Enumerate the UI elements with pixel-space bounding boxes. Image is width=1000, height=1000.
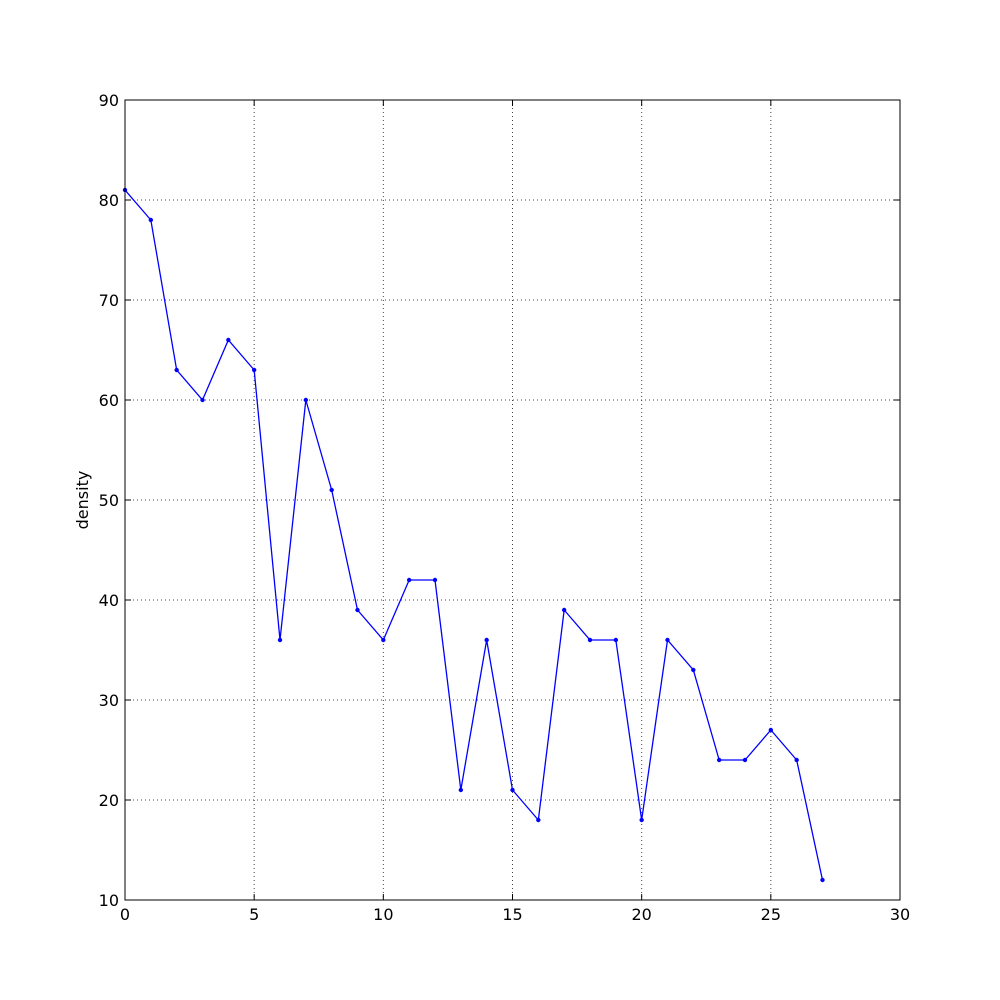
data-point (639, 817, 644, 823)
y-tick-label: 80 (99, 191, 119, 210)
y-tick-label: 50 (99, 491, 119, 510)
data-point (536, 817, 541, 823)
grid (125, 100, 900, 900)
data-point (251, 367, 257, 373)
data-point (226, 337, 231, 343)
data-point (174, 367, 179, 373)
data-point (768, 727, 774, 733)
data-point (820, 877, 825, 883)
data-point (613, 637, 619, 643)
y-tick-label: 30 (99, 691, 119, 710)
data-point (716, 757, 722, 763)
x-tick-label: 20 (631, 905, 651, 924)
x-tick-label: 5 (249, 905, 259, 924)
data-point (200, 397, 205, 403)
data-point (484, 637, 489, 643)
data-point (148, 217, 154, 223)
series-layer (122, 187, 825, 883)
data-point (794, 757, 799, 763)
data-point (587, 637, 593, 643)
series-line (124, 189, 824, 881)
y-tick-label: 60 (99, 391, 119, 410)
y-tick-label: 90 (99, 91, 119, 110)
x-tick-label: 25 (761, 905, 781, 924)
ticks: 0 5 10 15 20 25 30 10 20 30 40 50 60 70 80 90 (99, 91, 911, 924)
y-axis-label: density (73, 471, 92, 530)
x-tick-label: 30 (890, 905, 910, 924)
data-point (303, 397, 309, 403)
y-tick-label: 70 (99, 291, 119, 310)
data-point (691, 667, 696, 673)
data-point (665, 637, 670, 643)
x-tick-label: 15 (502, 905, 522, 924)
data-point (381, 637, 386, 643)
y-tick-label: 40 (99, 591, 119, 610)
data-point (561, 607, 567, 613)
data-point (355, 607, 360, 613)
data-point (277, 637, 283, 643)
data-point (742, 757, 748, 763)
data-point (458, 787, 464, 793)
x-tick-label: 10 (373, 905, 393, 924)
y-tick-label: 10 (99, 891, 119, 910)
data-point (406, 577, 412, 583)
y-tick-label: 20 (99, 791, 119, 810)
x-tick-label: 0 (120, 905, 130, 924)
data-point (329, 487, 334, 493)
data-point (432, 577, 438, 583)
data-point (510, 787, 515, 793)
